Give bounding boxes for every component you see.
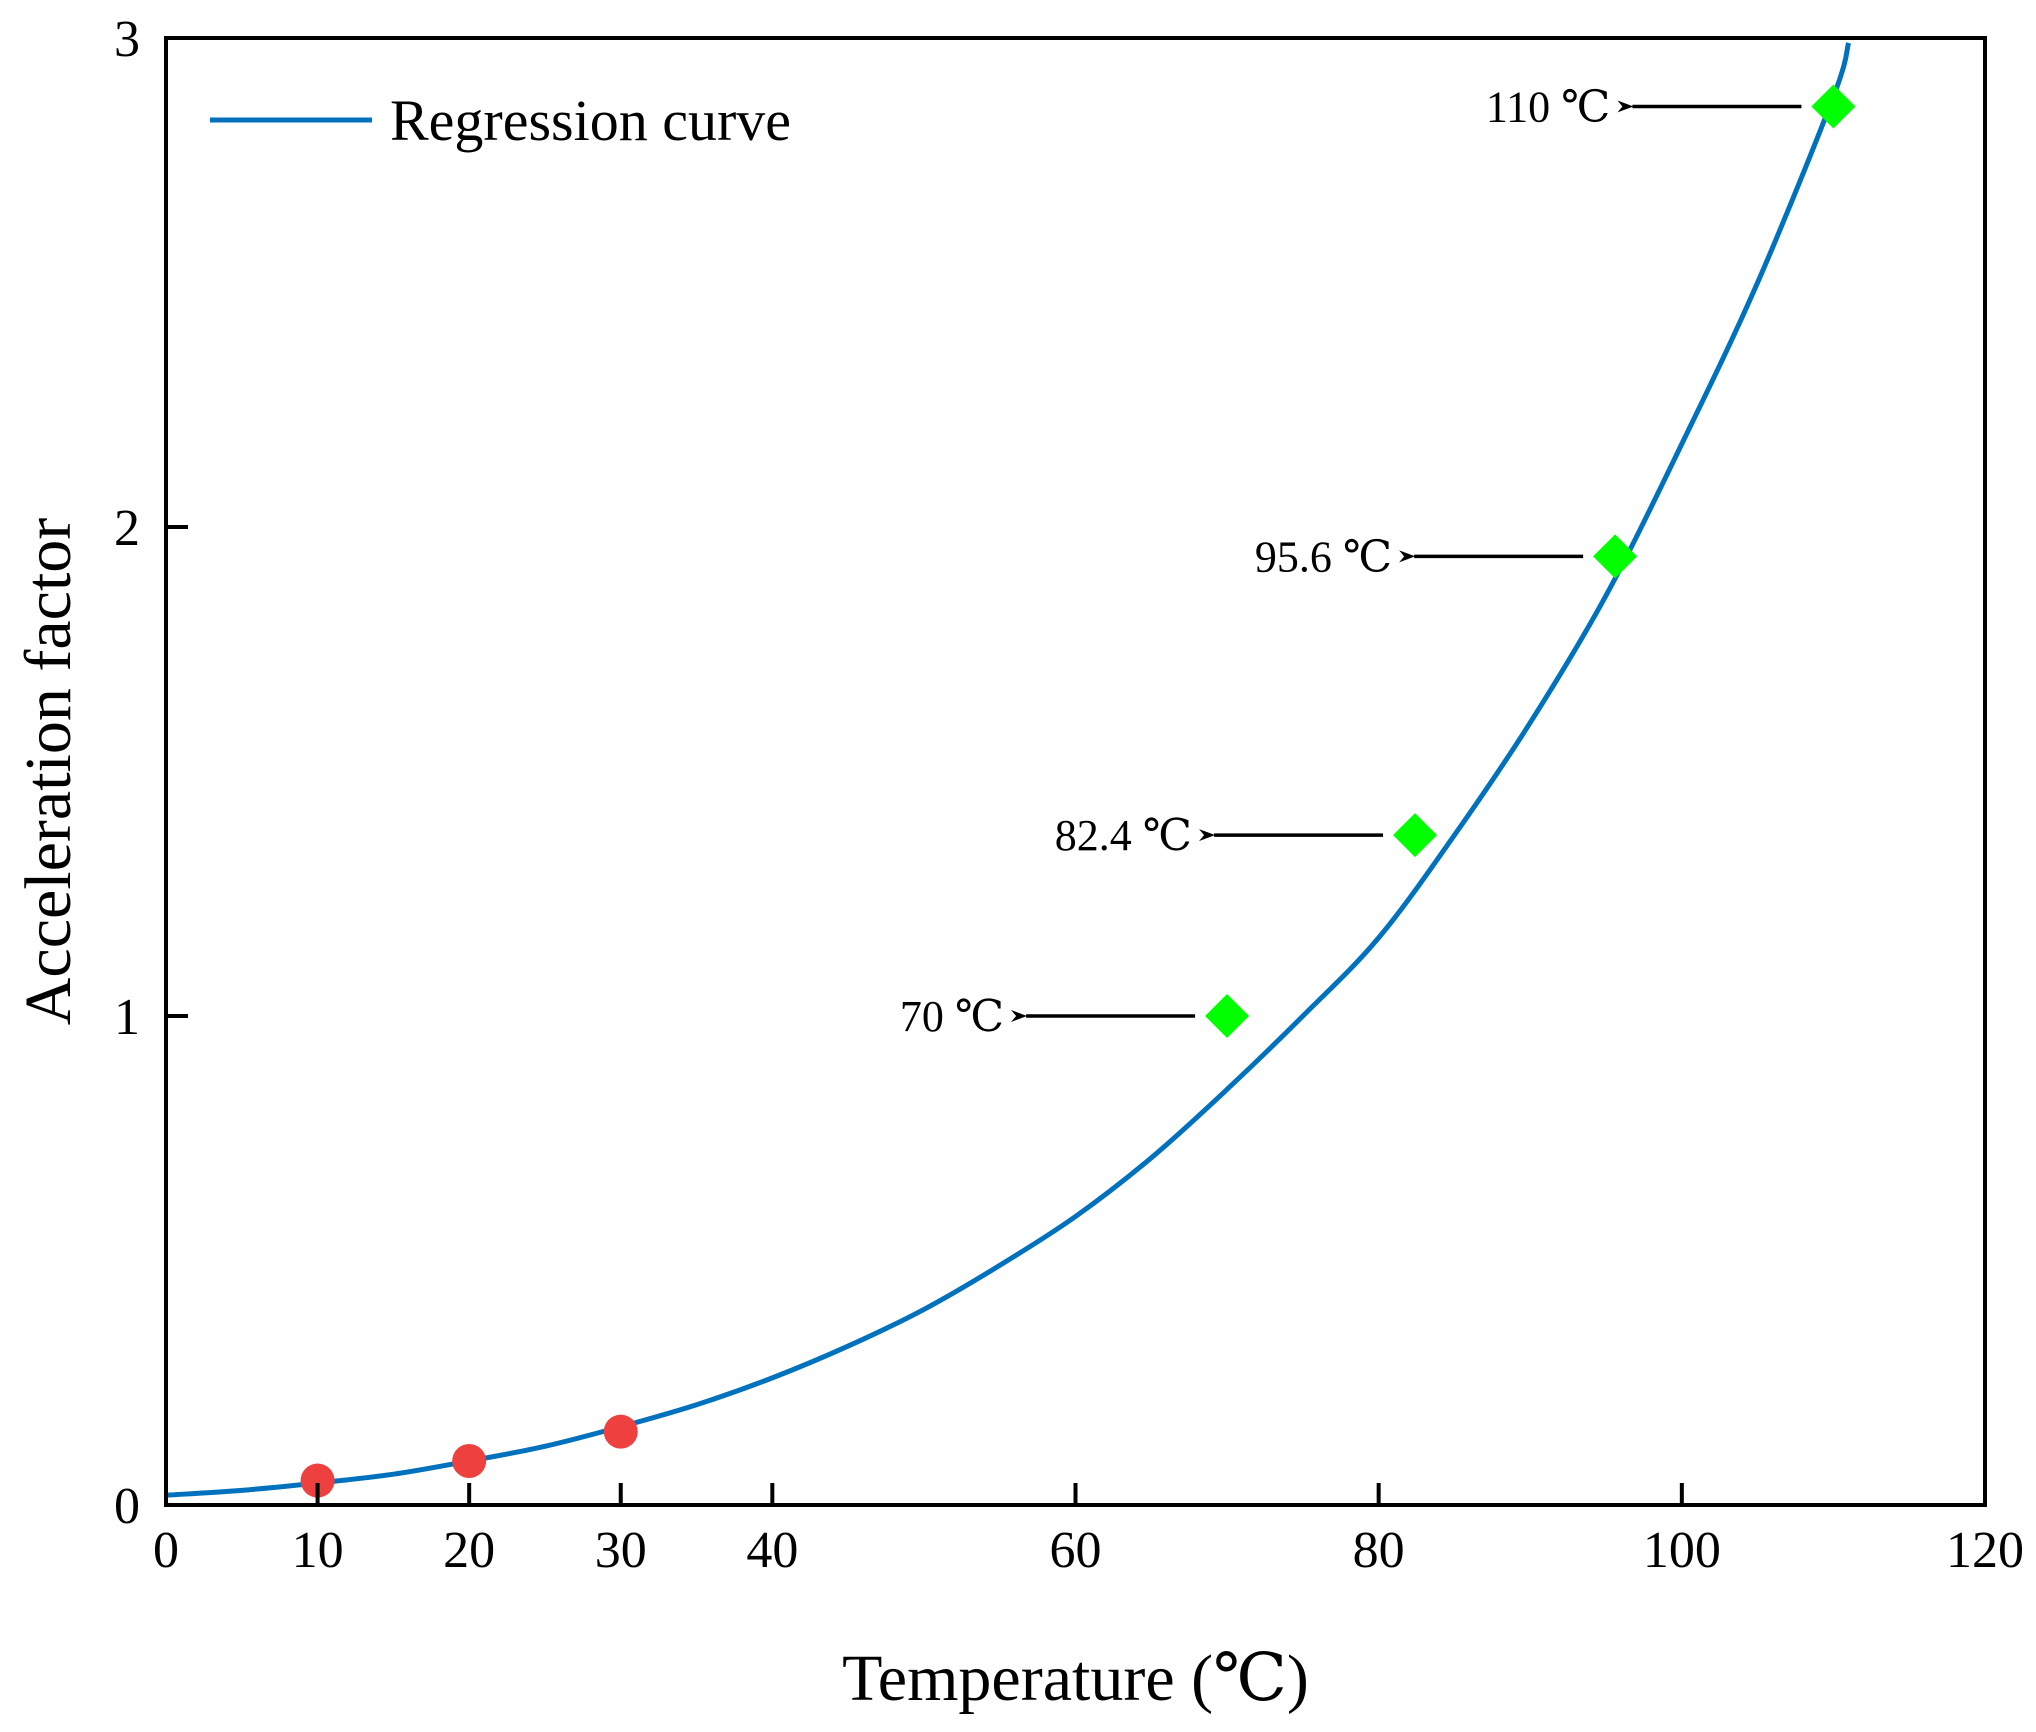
annotation-label: 82.4 ℃ (1055, 811, 1192, 860)
regression-curve-line (166, 42, 1852, 1498)
measured-point (603, 1414, 638, 1449)
y-tick-label: 1 (114, 989, 140, 1046)
annotation-label: 70 ℃ (900, 992, 1004, 1041)
accelerated-test-point (1205, 994, 1250, 1038)
y-axis-title: Acceleration factor (12, 518, 85, 1026)
x-tick-label: 80 (1353, 1522, 1405, 1579)
plot-frame (164, 36, 1987, 1507)
x-tick-label: 30 (595, 1522, 647, 1579)
accelerated-test-point (1593, 534, 1638, 579)
y-tick-label: 3 (114, 11, 140, 68)
y-tick-label: 0 (114, 1478, 140, 1535)
annotation-label: 95.6 ℃ (1255, 532, 1392, 581)
x-tick-label: 20 (443, 1522, 495, 1579)
x-tick-label: 60 (1050, 1522, 1102, 1579)
accelerated-test-point (1393, 813, 1438, 858)
x-tick-label: 100 (1643, 1522, 1721, 1579)
x-tick-label: 40 (746, 1522, 798, 1579)
measured-point (300, 1463, 335, 1498)
measured-point (452, 1443, 487, 1478)
x-axis-title: Temperature (℃) (842, 1642, 1309, 1715)
y-tick-label: 2 (114, 500, 140, 557)
accelerated-test-point (1811, 84, 1856, 129)
annotation-label: 110 ℃ (1486, 82, 1611, 131)
x-tick-label: 120 (1946, 1522, 2024, 1579)
x-tick-label: 0 (153, 1522, 179, 1579)
legend-label: Regression curve (390, 88, 791, 153)
x-tick-label: 10 (292, 1522, 344, 1579)
